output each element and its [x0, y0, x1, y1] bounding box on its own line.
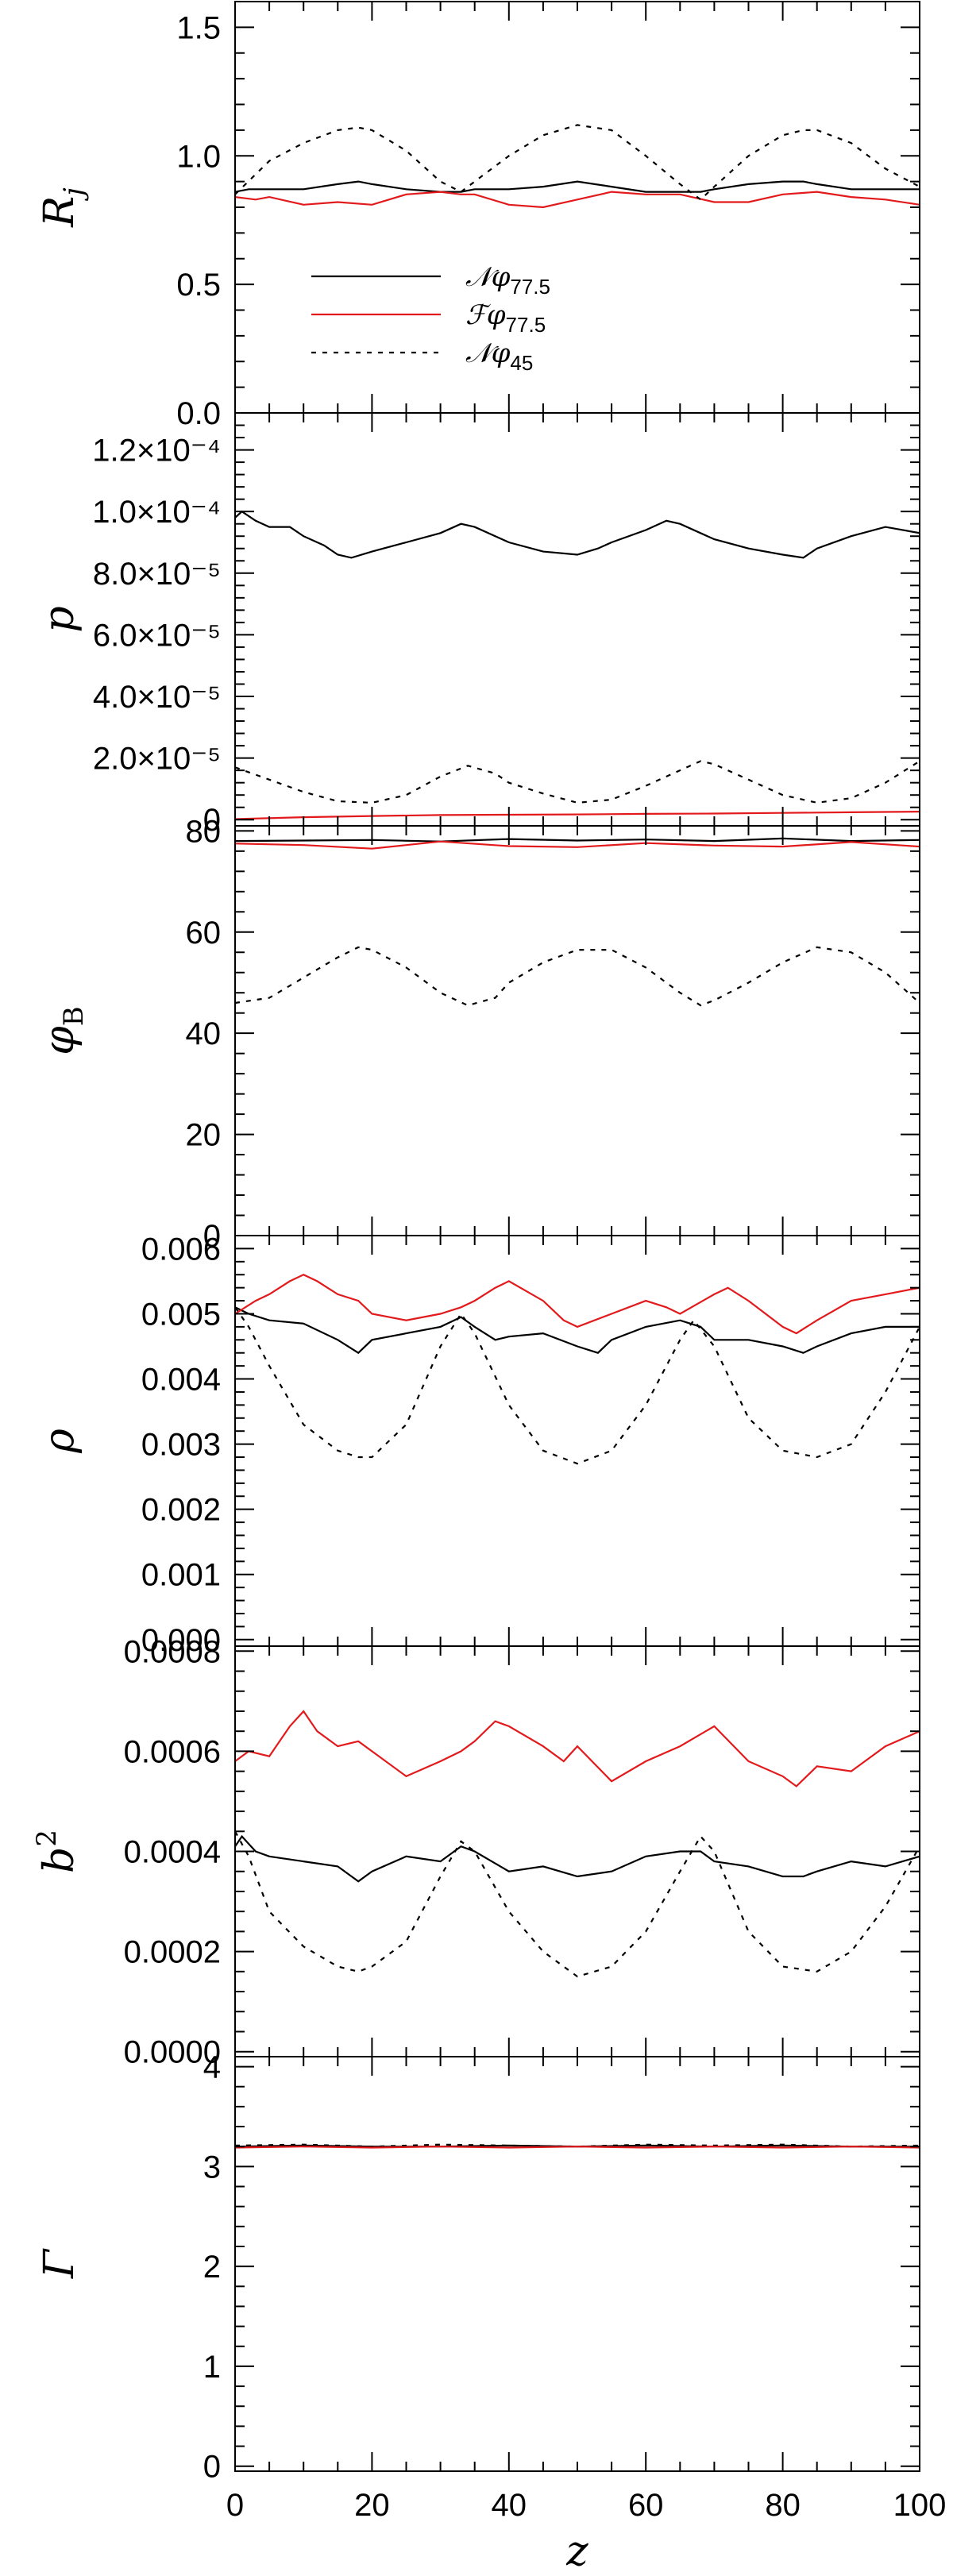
series-line-2 [235, 1830, 920, 1978]
y-tick-label: 8.0×10⁻⁵ [93, 557, 221, 592]
series-line-2 [235, 946, 920, 1007]
y-tick-label: 0.002 [141, 1493, 221, 1528]
y-tick-label: 0.0002 [124, 1935, 221, 1970]
y-tick-label: 0.0000 [124, 2035, 221, 2070]
y-tick-label: 1.5 [176, 10, 221, 45]
y-tick-label: 0.5 [176, 268, 221, 303]
plot-frame [234, 1235, 920, 1647]
y-tick-label: 20 [186, 1118, 222, 1153]
y-tick-label: 40 [186, 1016, 222, 1051]
y-tick-label: 0.005 [141, 1297, 221, 1332]
series-line-1 [235, 1710, 920, 1787]
y-tick-label: 6.0×10⁻⁵ [93, 618, 221, 653]
panel-1: 0 2.0×10⁻⁵ 4.0×10⁻⁵ 6.0×10⁻⁵ 8.0×10⁻⁵ 1.0×10⁻… [36, 412, 920, 838]
y-axis-label: p [36, 606, 83, 632]
series-line-2 [235, 1306, 920, 1465]
panel-4: 0.0000 0.0002 0.0004 0.0006 0.0008 b2 [31, 1634, 920, 2070]
series-line-0 [235, 510, 920, 559]
y-tick-label: 0.000 [141, 1623, 221, 1658]
series-line-1 [235, 191, 920, 209]
x-axis-label: z [565, 2528, 588, 2575]
series-line-0 [235, 1306, 920, 1355]
y-axis-label: φB [36, 1006, 90, 1055]
y-tick-label: 2.0×10⁻⁵ [93, 742, 221, 777]
x-tick-label: 0 [226, 2488, 244, 2523]
legend-label-2: 𝒩φ45 [465, 337, 533, 375]
plot-frame [234, 1, 920, 414]
y-tick-label: 1.0×10⁻⁴ [92, 495, 221, 530]
series-line-1 [235, 1273, 920, 1335]
series-line-2 [235, 2146, 920, 2149]
y-tick-label: 4 [203, 2050, 221, 2085]
y-tick-label: 0 [203, 803, 221, 838]
y-tick-label: 4.0×10⁻⁵ [93, 680, 221, 715]
y-tick-label: 0.001 [141, 1558, 221, 1593]
y-tick-label: 2 [203, 2250, 221, 2285]
y-tick-label: 0 [203, 2450, 221, 2485]
y-axis-label: ρ [36, 1429, 83, 1454]
plot-frame [234, 1645, 920, 2057]
y-tick-label: 0.0 [176, 396, 221, 431]
series-line-0 [235, 180, 920, 193]
x-tick-label: 60 [628, 2488, 664, 2523]
y-tick-label: 0.0006 [124, 1734, 221, 1769]
y-axis-label: b2 [31, 1830, 83, 1873]
legend-label-1: ℱφ77.5 [465, 299, 546, 337]
plot-frame [234, 2056, 920, 2472]
y-axis-label: Rj [36, 187, 90, 228]
y-tick-label: 60 [186, 916, 222, 951]
x-tick-label: 80 [765, 2488, 801, 2523]
y-tick-label: 0.006 [141, 1232, 221, 1267]
y-tick-label: 1 [203, 2350, 221, 2385]
series-line-1 [235, 840, 920, 850]
y-axis-label: Γ [36, 2248, 83, 2279]
series-line-1 [235, 811, 920, 820]
series-line-0 [235, 837, 920, 843]
panel-2: 0 20 40 60 80 φB [36, 814, 920, 1254]
y-tick-label: 0 [203, 1219, 221, 1254]
series-line-0 [235, 1834, 920, 1883]
x-tick-label: 100 [893, 2488, 947, 2523]
legend-label-0: 𝒩φ77.5 [465, 261, 550, 299]
panel-5: 0 1 2 3 4 Γ 0 20 40 60 80 100 z [36, 2050, 946, 2575]
series-line-2 [235, 124, 920, 201]
series-line-2 [235, 760, 920, 804]
y-tick-label: 1.2×10⁻⁴ [92, 434, 221, 469]
plot-frame [234, 825, 920, 1236]
y-tick-label: 0.0008 [124, 1634, 221, 1669]
y-tick-label: 0.0004 [124, 1835, 221, 1870]
panel-3: 0.000 0.001 0.002 0.003 0.004 0.005 0.006 ρ [36, 1232, 920, 1658]
y-tick-label: 0.004 [141, 1363, 221, 1398]
x-tick-label: 20 [354, 2488, 390, 2523]
x-tick-label: 40 [492, 2488, 527, 2523]
y-tick-label: 0.003 [141, 1428, 221, 1463]
y-tick-label: 3 [203, 2150, 221, 2185]
plot-frame [234, 412, 920, 827]
y-tick-label: 1.0 [176, 139, 221, 174]
y-tick-label: 80 [186, 814, 222, 849]
